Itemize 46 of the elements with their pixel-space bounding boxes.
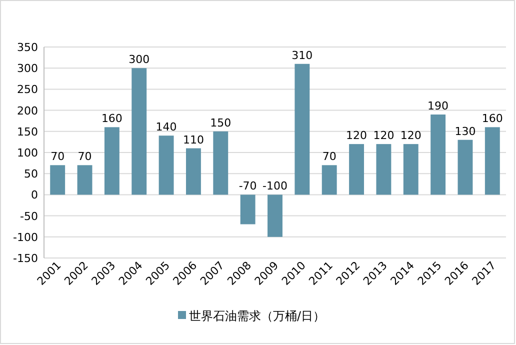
y-tick-label: 100 (17, 146, 38, 160)
y-tick-label: 50 (24, 168, 38, 181)
data-label: 70 (322, 150, 336, 164)
data-label: -70 (238, 180, 257, 193)
data-label: 130 (454, 124, 476, 138)
data-label: 70 (50, 150, 65, 164)
data-label: 310 (292, 48, 313, 62)
bar (376, 144, 392, 195)
data-label: 120 (373, 129, 394, 142)
data-label: 110 (182, 133, 204, 146)
y-tick-label: 350 (17, 41, 38, 54)
data-label: 120 (400, 129, 422, 142)
y-tick-label: 150 (17, 125, 38, 138)
bar (294, 64, 310, 195)
data-label: 190 (428, 100, 449, 113)
y-tick-label: 250 (17, 83, 38, 96)
y-tick-label: -50 (20, 210, 38, 223)
bar (158, 136, 174, 195)
bar (349, 144, 364, 195)
bar (240, 194, 256, 224)
data-label: 160 (482, 112, 503, 126)
data-label: 150 (210, 116, 232, 130)
y-tick-label: 200 (17, 104, 38, 118)
y-tick-label: -100 (13, 230, 38, 244)
y-tick-label: -150 (13, 252, 38, 265)
bar (430, 114, 446, 195)
bar (104, 127, 120, 195)
data-label: 120 (346, 129, 368, 142)
bar (484, 127, 500, 195)
y-tick-label: 0 (31, 188, 38, 202)
y-tick-label: 300 (17, 62, 38, 76)
bar (458, 140, 473, 195)
data-label: 70 (78, 150, 92, 164)
data-label: 300 (128, 53, 150, 66)
bar (268, 194, 282, 237)
bar (50, 165, 66, 195)
data-label: 160 (101, 112, 122, 126)
bar (186, 148, 201, 195)
bar (132, 68, 147, 195)
bar (213, 131, 228, 195)
data-label: 140 (156, 120, 177, 134)
bar (403, 144, 418, 195)
legend-label: 世界石油需求（万桶/日） (189, 309, 326, 323)
bar (322, 165, 337, 195)
data-label: -100 (262, 180, 288, 193)
bar (77, 165, 92, 195)
